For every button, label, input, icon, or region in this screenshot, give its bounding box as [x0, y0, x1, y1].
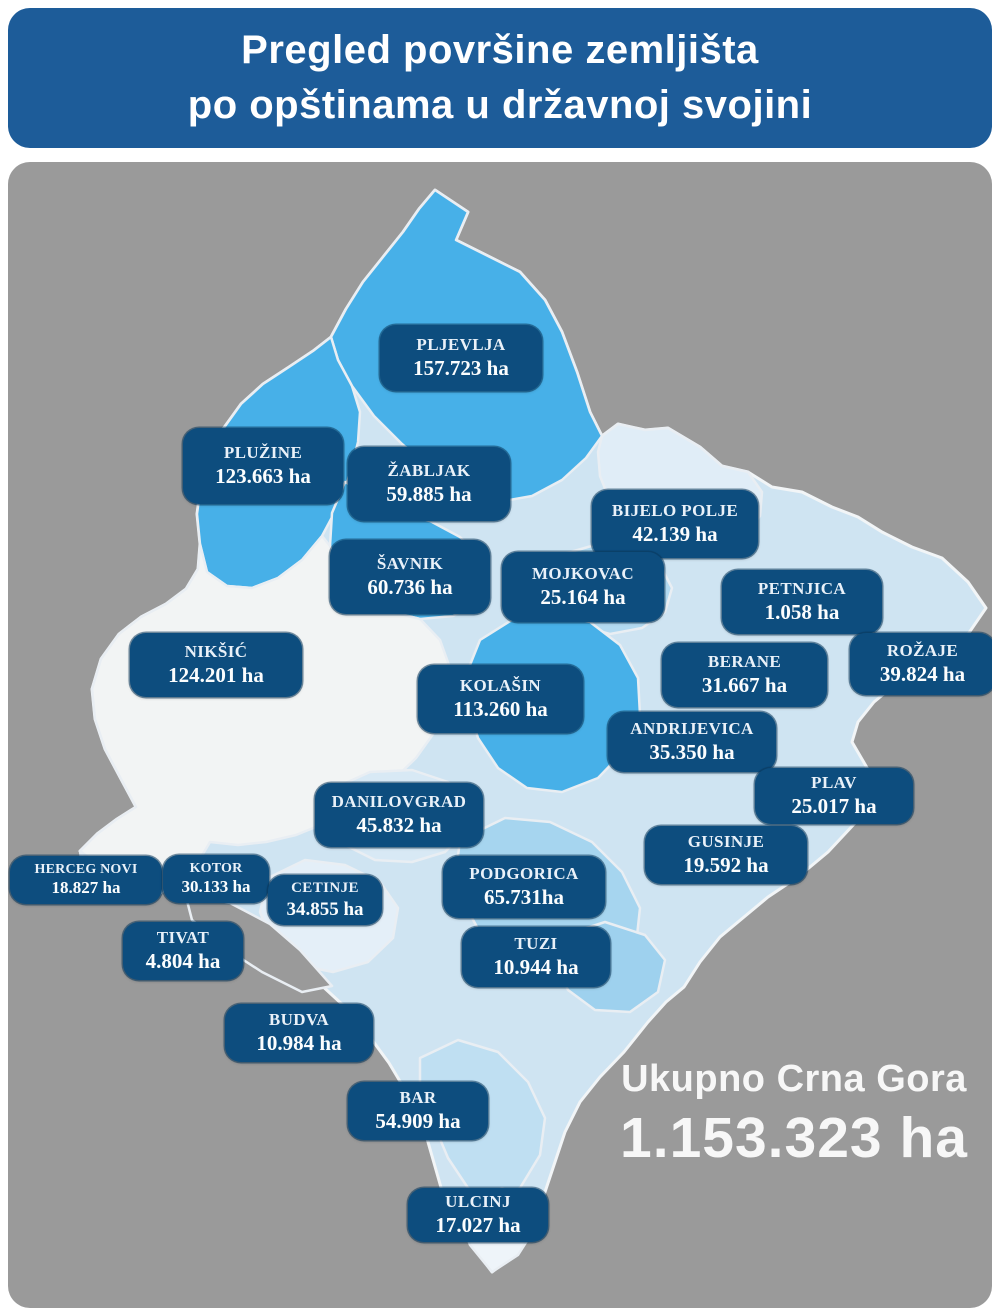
- municipality-area: 35.350 ha: [649, 739, 735, 764]
- municipality-area: 19.592 ha: [683, 852, 769, 877]
- municipality-name: BAR: [399, 1087, 437, 1107]
- municipality-badge-bijelo-polje: BIJELO POLJE 42.139 ha: [592, 490, 758, 558]
- municipality-area: 10.984 ha: [256, 1030, 342, 1055]
- country-total-label: Ukupno Crna Gora: [621, 1058, 967, 1100]
- municipality-area: 59.885 ha: [386, 481, 472, 506]
- municipality-badge-niksic: NIKŠIĆ 124.201 ha: [130, 633, 302, 697]
- municipality-badge-budva: BUDVA 10.984 ha: [225, 1004, 373, 1062]
- municipality-area: 1.058 ha: [764, 599, 840, 624]
- map-panel: PLJEVLJA 157.723 ha PLUŽINE 123.663 ha Ž…: [8, 162, 992, 1308]
- municipality-area: 39.824 ha: [879, 661, 966, 686]
- municipality-badge-danilovgrad: DANILOVGRAD 45.832 ha: [315, 783, 483, 847]
- country-total: Ukupno Crna Gora 1.153.323 ha: [604, 1058, 984, 1171]
- municipality-name: ROŽAJE: [886, 640, 959, 660]
- municipality-badge-kolasin: KOLAŠIN 113.260 ha: [418, 665, 583, 733]
- municipality-name: MOJKOVAC: [531, 563, 635, 583]
- municipality-area: 157.723 ha: [413, 355, 509, 380]
- municipality-name: GUSINJE: [687, 831, 765, 851]
- municipality-badge-kotor: KOTOR 30.133 ha: [163, 855, 269, 903]
- municipality-badge-plav: PLAV 25.017 ha: [755, 768, 913, 824]
- municipality-badge-petnjica: PETNJICA 1.058 ha: [722, 570, 882, 634]
- municipality-badge-bar: BAR 54.909 ha: [348, 1082, 488, 1140]
- municipality-area: 10.944 ha: [493, 954, 579, 979]
- municipality-area: 42.139 ha: [632, 521, 718, 546]
- municipality-name: KOTOR: [189, 861, 243, 877]
- municipality-name: KOLAŠIN: [459, 675, 542, 695]
- municipality-area: 54.909 ha: [375, 1108, 461, 1133]
- municipality-name: BUDVA: [268, 1009, 330, 1029]
- municipality-name: TIVAT: [156, 927, 210, 947]
- municipality-name: BERANE: [707, 651, 782, 671]
- municipality-badge-berane: BERANE 31.667 ha: [662, 643, 827, 707]
- page-title-line2: po opštinama u državnoj svojini: [187, 83, 813, 127]
- municipality-area: 30.133 ha: [181, 877, 251, 897]
- municipality-area: 65.731ha: [484, 884, 564, 909]
- municipality-name: PLJEVLJA: [416, 334, 506, 354]
- municipality-name: NIKŠIĆ: [184, 641, 248, 661]
- municipality-area: 60.736 ha: [367, 574, 453, 599]
- municipality-name: PETNJICA: [757, 578, 847, 598]
- municipality-badge-savnik: ŠAVNIK 60.736 ha: [330, 540, 490, 614]
- header-banner: Pregled površine zemljišta po opštinama …: [8, 8, 992, 148]
- municipality-badge-cetinje: CETINJE 34.855 ha: [268, 875, 382, 925]
- municipality-name: BIJELO POLJE: [611, 500, 739, 520]
- municipality-name: DANILOVGRAD: [331, 791, 467, 811]
- municipality-badge-andrijevica: ANDRIJEVICA 35.350 ha: [608, 712, 776, 772]
- municipality-badge-ulcinj: ULCINJ 17.027 ha: [408, 1188, 548, 1242]
- municipality-badge-rozaje: ROŽAJE 39.824 ha: [850, 633, 992, 695]
- municipality-badge-tuzi: TUZI 10.944 ha: [462, 927, 610, 987]
- municipality-area: 45.832 ha: [356, 812, 442, 837]
- municipality-area: 113.260 ha: [453, 696, 548, 721]
- municipality-badge-tivat: TIVAT 4.804 ha: [123, 922, 243, 980]
- municipality-name: HERCEG NOVI: [34, 862, 138, 878]
- country-total-value: 1.153.323 ha: [620, 1106, 968, 1170]
- municipality-area: 25.017 ha: [791, 793, 877, 818]
- municipality-badge-mojkovac: MOJKOVAC 25.164 ha: [502, 552, 664, 622]
- municipality-name: ULCINJ: [445, 1191, 511, 1211]
- municipality-badge-herceg-novi: HERCEG NOVI 18.827 ha: [10, 856, 162, 904]
- municipality-name: ŠAVNIK: [376, 553, 444, 573]
- page-title-line1: Pregled površine zemljišta: [241, 27, 759, 72]
- municipality-area: 4.804 ha: [145, 948, 221, 973]
- municipality-badge-zabljak: ŽABLJAK 59.885 ha: [348, 447, 510, 521]
- municipality-area: 25.164 ha: [540, 584, 626, 609]
- municipality-badge-gusinje: GUSINJE 19.592 ha: [645, 826, 807, 884]
- municipality-badge-pljevlja: PLJEVLJA 157.723 ha: [380, 325, 542, 391]
- municipality-area: 17.027 ha: [435, 1212, 521, 1237]
- municipality-name: ŽABLJAK: [387, 460, 471, 480]
- municipality-area: 124.201 ha: [168, 662, 264, 687]
- municipality-badge-pluzine: PLUŽINE 123.663 ha: [183, 428, 343, 504]
- municipality-area: 18.827 ha: [51, 878, 121, 898]
- municipality-name: TUZI: [514, 933, 558, 953]
- municipality-name: PLUŽINE: [223, 442, 303, 462]
- municipality-area: 34.855 ha: [286, 898, 364, 920]
- municipality-name: PODGORICA: [469, 863, 579, 883]
- municipality-area: 123.663 ha: [215, 463, 311, 488]
- municipality-name: CETINJE: [291, 880, 359, 897]
- municipality-name: PLAV: [811, 772, 857, 792]
- municipality-name: ANDRIJEVICA: [630, 718, 754, 738]
- municipality-badge-podgorica: PODGORICA 65.731ha: [443, 856, 605, 918]
- municipality-area: 31.667 ha: [701, 672, 788, 697]
